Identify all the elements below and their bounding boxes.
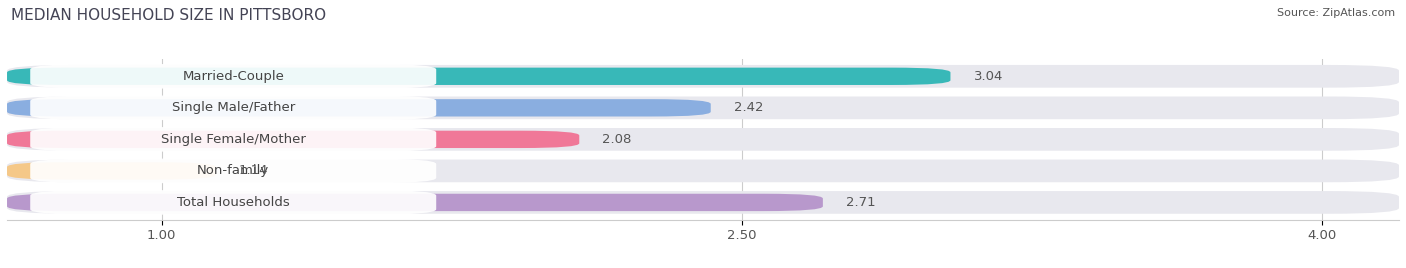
Text: 2.08: 2.08: [603, 133, 631, 146]
FancyBboxPatch shape: [7, 131, 579, 148]
FancyBboxPatch shape: [7, 194, 823, 211]
FancyBboxPatch shape: [7, 96, 1399, 119]
FancyBboxPatch shape: [7, 65, 1399, 88]
FancyBboxPatch shape: [30, 159, 436, 183]
Text: 3.04: 3.04: [974, 70, 1002, 83]
FancyBboxPatch shape: [30, 64, 436, 89]
Text: 1.14: 1.14: [239, 164, 269, 177]
FancyBboxPatch shape: [7, 128, 1399, 151]
FancyBboxPatch shape: [30, 127, 436, 152]
FancyBboxPatch shape: [7, 159, 1399, 182]
FancyBboxPatch shape: [7, 162, 217, 180]
Text: Non-family: Non-family: [197, 164, 270, 177]
Text: MEDIAN HOUSEHOLD SIZE IN PITTSBORO: MEDIAN HOUSEHOLD SIZE IN PITTSBORO: [11, 8, 326, 23]
FancyBboxPatch shape: [30, 95, 436, 120]
Text: 2.42: 2.42: [734, 101, 763, 114]
Text: Married-Couple: Married-Couple: [183, 70, 284, 83]
Text: Single Male/Father: Single Male/Father: [172, 101, 295, 114]
Text: Total Households: Total Households: [177, 196, 290, 209]
FancyBboxPatch shape: [30, 190, 436, 215]
FancyBboxPatch shape: [7, 191, 1399, 214]
FancyBboxPatch shape: [7, 99, 711, 117]
Text: 2.71: 2.71: [846, 196, 876, 209]
Text: Single Female/Mother: Single Female/Mother: [160, 133, 305, 146]
FancyBboxPatch shape: [7, 68, 950, 85]
Text: Source: ZipAtlas.com: Source: ZipAtlas.com: [1277, 8, 1395, 18]
